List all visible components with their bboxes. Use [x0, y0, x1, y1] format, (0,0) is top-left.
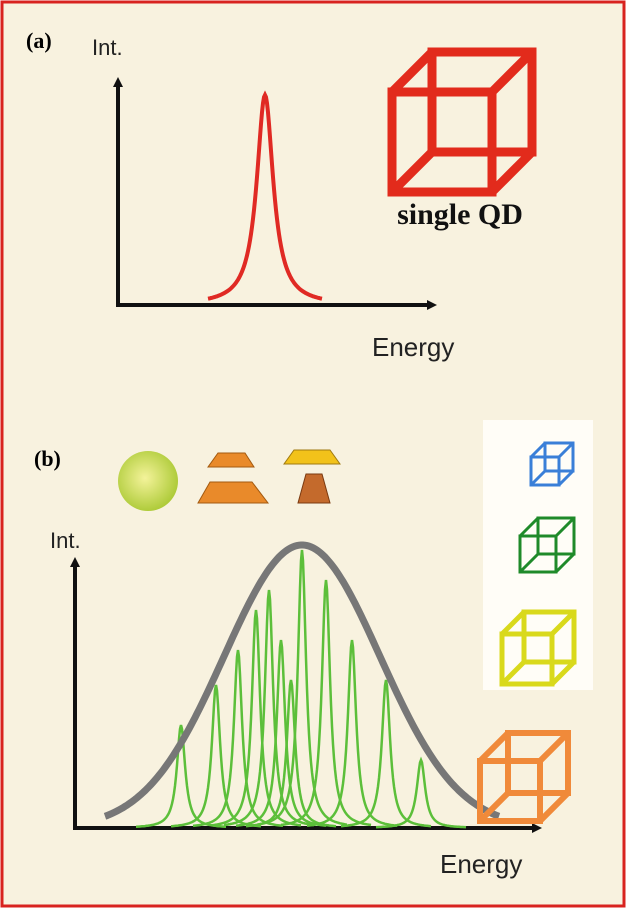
figure: (a) Int. Energy single QD (b) Int. Energ… — [0, 0, 626, 908]
y-axis-label: Int. — [92, 35, 123, 60]
panel-label: (a) — [26, 28, 52, 53]
sphere-dot — [118, 451, 178, 511]
panel-label: (b) — [34, 446, 61, 471]
trapezoid-dot — [284, 450, 340, 464]
y-axis-label: Int. — [50, 528, 81, 553]
caption: single QD — [397, 198, 523, 231]
x-axis-label: Energy — [372, 332, 454, 362]
x-axis-label: Energy — [440, 849, 522, 879]
